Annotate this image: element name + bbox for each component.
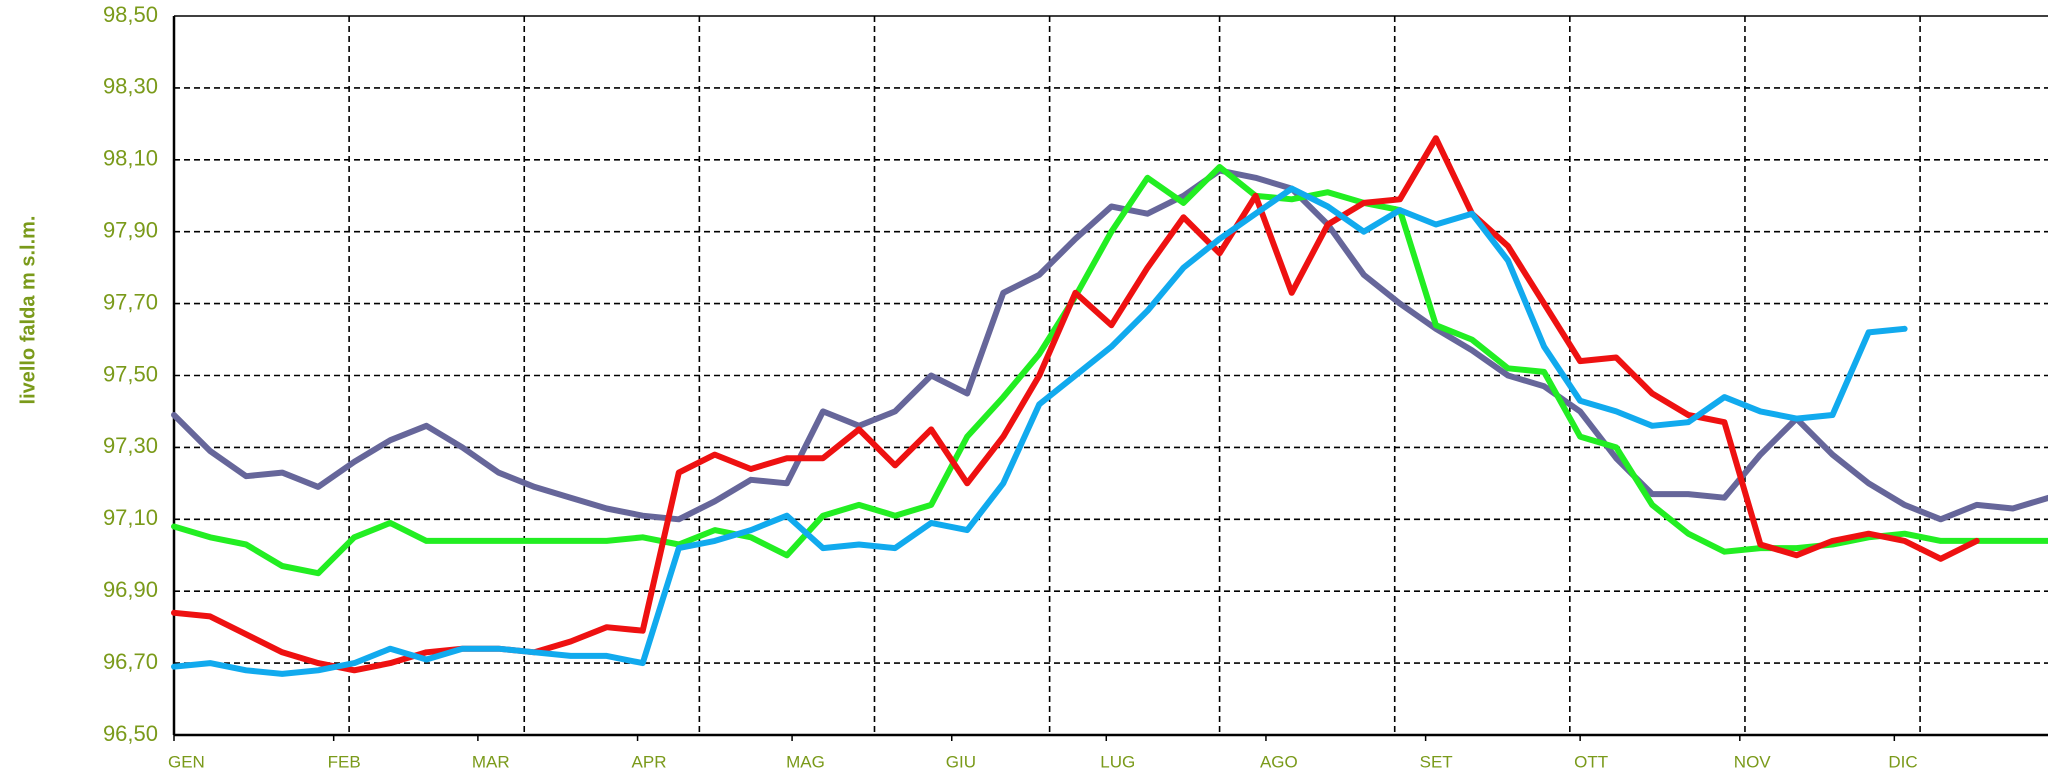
x-tick-label: FEB: [328, 752, 361, 771]
x-tick-label: MAG: [786, 752, 825, 771]
y-tick-label: 97,10: [103, 505, 158, 530]
y-tick-label: 96,70: [103, 649, 158, 674]
y-tick-label: 96,50: [103, 721, 158, 746]
x-tick-label: OTT: [1574, 752, 1608, 771]
y-tick-label: 97,50: [103, 361, 158, 386]
series-line: [171, 185, 1908, 677]
x-tick-label: LUG: [1100, 752, 1135, 771]
y-axis-title: livello falda m s.l.m.: [17, 216, 39, 405]
y-tick-label: 97,70: [103, 289, 158, 314]
x-tick-label: NOV: [1734, 752, 1772, 771]
x-tick-label: DIC: [1888, 752, 1917, 771]
x-tick-label: SET: [1420, 752, 1453, 771]
x-tick-label: APR: [632, 752, 667, 771]
y-tick-label: 96,90: [103, 577, 158, 602]
x-tick-label: AGO: [1260, 752, 1298, 771]
x-tick-label: GIU: [946, 752, 976, 771]
x-tick-label: MAR: [472, 752, 510, 771]
y-tick-label: 97,30: [103, 433, 158, 458]
y-tick-label: 98,30: [103, 74, 158, 99]
series-line: [171, 167, 2048, 523]
x-tick-label: GEN: [168, 752, 205, 771]
series-line: [171, 164, 2048, 577]
y-tick-label: 98,10: [103, 146, 158, 171]
y-tick-label: 98,50: [103, 2, 158, 27]
y-tick-label: 97,90: [103, 218, 158, 243]
